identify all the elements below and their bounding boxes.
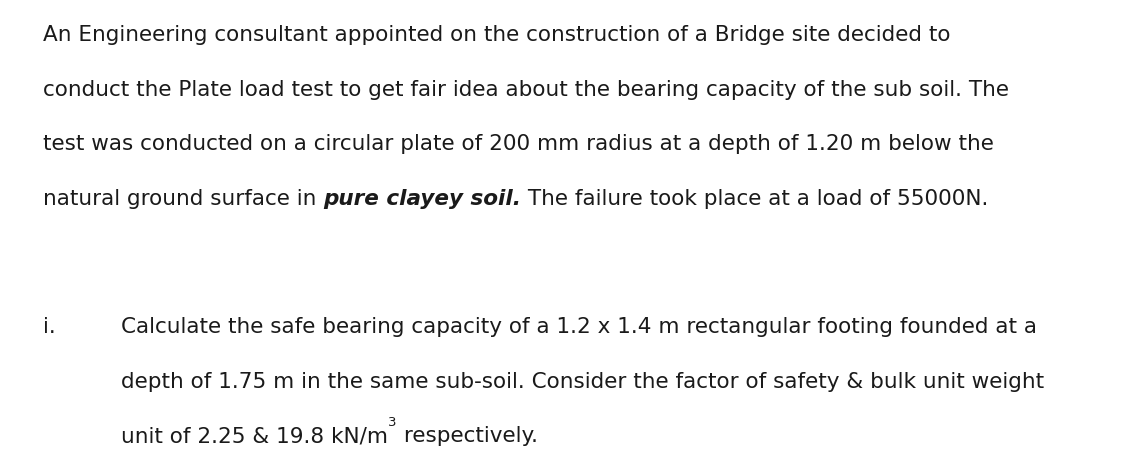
Text: respectively.: respectively. — [397, 426, 537, 446]
Text: test was conducted on a circular plate of 200 mm radius at a depth of 1.20 m bel: test was conducted on a circular plate o… — [43, 134, 993, 154]
Text: An Engineering consultant appointed on the construction of a Bridge site decided: An Engineering consultant appointed on t… — [43, 25, 950, 45]
Text: unit of 2.25 & 19.8 kN/m: unit of 2.25 & 19.8 kN/m — [121, 426, 388, 446]
Text: natural ground surface in: natural ground surface in — [43, 189, 323, 209]
Text: pure clayey soil.: pure clayey soil. — [323, 189, 521, 209]
Text: The failure took place at a load of 55000N.: The failure took place at a load of 5500… — [521, 189, 988, 209]
Text: depth of 1.75 m in the same sub-soil. Consider the factor of safety & bulk unit : depth of 1.75 m in the same sub-soil. Co… — [121, 372, 1045, 392]
Text: Calculate the safe bearing capacity of a 1.2 x 1.4 m rectangular footing founded: Calculate the safe bearing capacity of a… — [121, 317, 1037, 337]
Text: 3: 3 — [388, 416, 397, 429]
Text: i.: i. — [43, 317, 55, 337]
Text: conduct the Plate load test to get fair idea about the bearing capacity of the s: conduct the Plate load test to get fair … — [43, 80, 1009, 100]
